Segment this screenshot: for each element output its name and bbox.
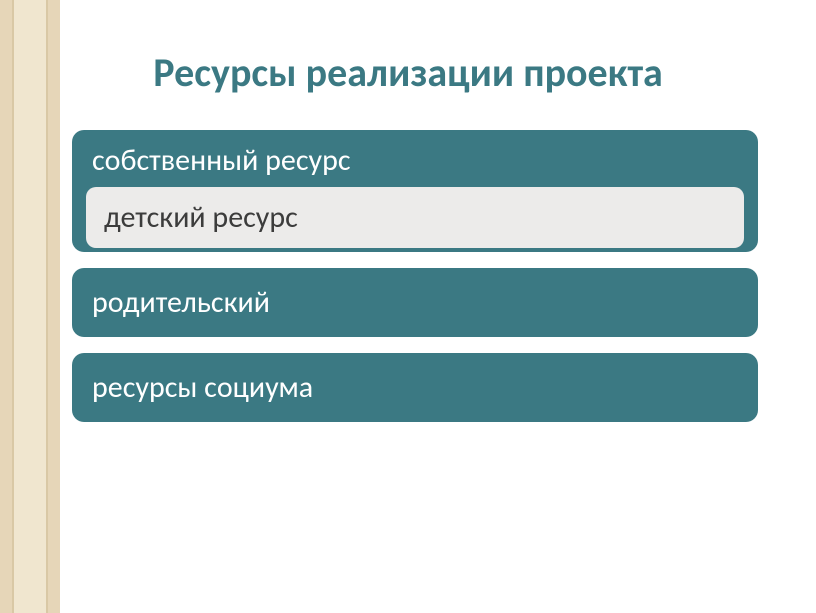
resource-item: собственный ресурс детский ресурс: [72, 130, 758, 252]
resource-label: родительский: [92, 284, 270, 321]
items-container: собственный ресурс детский ресурс родите…: [72, 130, 758, 422]
resource-item: родительский: [72, 268, 758, 337]
page-title: Ресурсы реализации проекта: [0, 48, 816, 97]
resource-sub-item: детский ресурс: [86, 187, 744, 248]
resource-label: собственный ресурс: [92, 144, 738, 177]
resource-item: ресурсы социума: [72, 353, 758, 422]
resource-label: ресурсы социума: [92, 369, 313, 406]
